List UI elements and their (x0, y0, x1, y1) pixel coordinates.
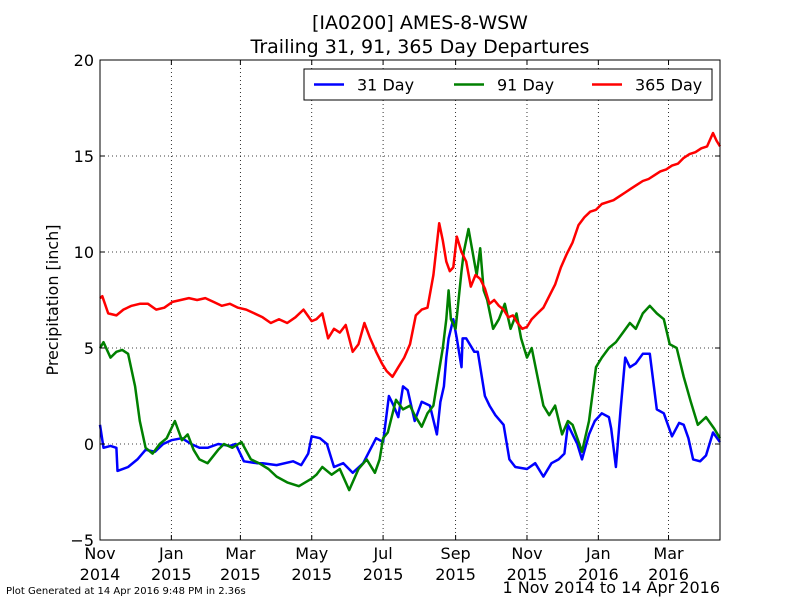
x-tick-label: Jan (585, 544, 611, 563)
legend-label-91-day: 91 Day (497, 76, 554, 95)
plot-frame (99, 59, 721, 541)
y-tick-label: 0 (84, 435, 94, 454)
chart-title: [IA0200] AMES-8-WSW (312, 12, 528, 34)
legend: 31 Day 91 Day 365 Day (303, 68, 713, 101)
x-tick-label: 2015 (291, 565, 332, 584)
y-tick-label: 5 (84, 339, 94, 358)
x-tick-label: Nov (511, 544, 542, 563)
grid-lines (100, 60, 720, 540)
y-tick-label: 15 (74, 147, 94, 166)
y-tick-label: 20 (74, 51, 94, 70)
x-tick-label: Mar (225, 544, 256, 563)
series-line-91-day (98, 227, 722, 492)
legend-box (303, 68, 713, 101)
x-tick-label: 2015 (220, 565, 261, 584)
x-tick-label: Nov (84, 544, 115, 563)
x-tick-label: Sep (441, 544, 471, 563)
series-layer (98, 131, 722, 492)
y-tick-label: 10 (74, 243, 94, 262)
series-line-365-day (99, 131, 722, 379)
x-tick-label: 2016 (578, 565, 619, 584)
x-tick-label: 2016 (648, 565, 689, 584)
x-tick-label: Mar (653, 544, 684, 563)
x-tick-label: 2014 (80, 565, 121, 584)
x-tick-label: 2015 (363, 565, 404, 584)
legend-label-365-day: 365 Day (635, 76, 702, 95)
axes: −5 0 5 10 15 20 Nov 2014 Jan 2015 Mar 2015 May 2015 Ju… (70, 51, 720, 584)
x-tick-label: May (295, 544, 328, 563)
x-tick-label: 2015 (507, 565, 548, 584)
y-tick-label: −5 (70, 531, 94, 550)
generated-note: Plot Generated at 14 Apr 2016 9:48 PM in… (6, 586, 246, 597)
legend-label-31-day: 31 Day (357, 76, 414, 95)
x-tick-label: 2015 (151, 565, 192, 584)
x-tick-label: Jul (372, 544, 392, 563)
chart-subtitle: Trailing 31, 91, 365 Day Departures (250, 36, 590, 58)
y-axis-label: Precipitation [inch] (43, 224, 62, 375)
x-tick-label: Jan (158, 544, 184, 563)
x-tick-label: 2015 (435, 565, 476, 584)
date-range-label: 1 Nov 2014 to 14 Apr 2016 (502, 578, 720, 597)
